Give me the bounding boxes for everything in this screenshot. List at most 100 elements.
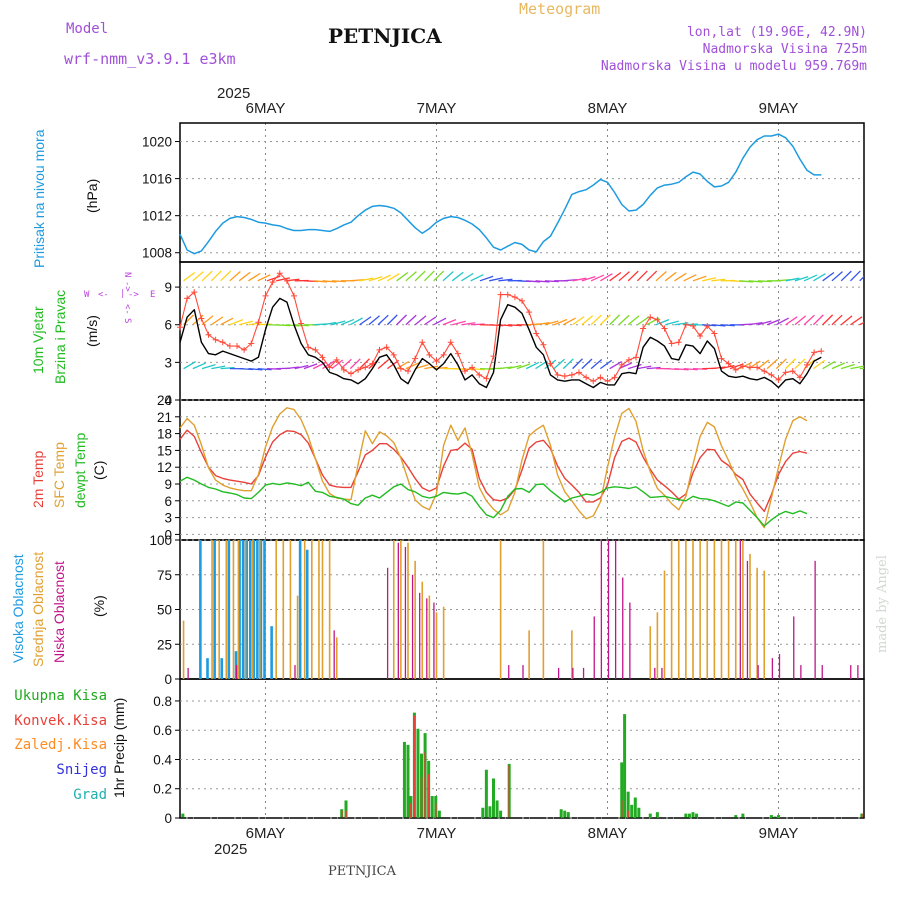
wind-arrow bbox=[683, 274, 697, 282]
wind-arrow bbox=[248, 272, 261, 282]
mid-cloud-bar bbox=[656, 612, 659, 679]
total-precip-bar bbox=[734, 815, 738, 818]
wind-arrow bbox=[692, 275, 707, 282]
wind-gust-marker bbox=[198, 315, 205, 322]
wind-arrow bbox=[674, 367, 689, 371]
mid-cloud-bar bbox=[311, 540, 313, 679]
day-label-top: 7MAY bbox=[417, 100, 457, 117]
y-tick-label: 1016 bbox=[142, 172, 172, 187]
mid-cloud-bar bbox=[692, 540, 694, 679]
wind-arrow bbox=[609, 314, 621, 326]
wind-arrow bbox=[739, 361, 753, 370]
wind-gust-marker bbox=[682, 321, 689, 328]
wind-arrow bbox=[711, 366, 726, 370]
low-cloud-bar bbox=[850, 665, 852, 679]
mid-cloud-bar bbox=[289, 540, 292, 679]
wind-gust-marker bbox=[611, 374, 618, 381]
total-precip-bar bbox=[648, 813, 652, 818]
compass-left-arrow: <- bbox=[98, 290, 109, 300]
conv-precip-bar bbox=[420, 777, 423, 818]
wind-gust-marker bbox=[476, 371, 483, 378]
wind-gust-marker bbox=[326, 364, 333, 371]
low-cloud-bar bbox=[235, 665, 238, 679]
model-altitude-label: Nadmorska Visina u modelu 959.769m bbox=[601, 59, 867, 74]
low-cloud-bar bbox=[411, 574, 414, 679]
wind-arrow bbox=[803, 274, 818, 282]
wind-arrow bbox=[257, 274, 271, 282]
total-precip-bar bbox=[488, 806, 492, 818]
high-cloud-bar bbox=[227, 540, 231, 679]
wind-arrow bbox=[553, 318, 568, 326]
y-tick-label: 1008 bbox=[142, 246, 172, 261]
wind-gust-marker bbox=[597, 374, 604, 381]
wind-arrow bbox=[562, 358, 574, 370]
y-tick-label: 12 bbox=[157, 460, 172, 475]
wind-arrow bbox=[627, 270, 639, 282]
wind-gust-marker bbox=[248, 340, 255, 347]
wind-arrow bbox=[618, 314, 630, 326]
panel-frame bbox=[179, 678, 865, 819]
wind-arrow bbox=[423, 270, 435, 282]
wind-arrow bbox=[201, 270, 213, 282]
mid-cloud-bar bbox=[259, 540, 261, 679]
wind-arrow bbox=[813, 359, 826, 370]
mid-cloud-bar bbox=[275, 540, 277, 679]
low-cloud-bar bbox=[746, 560, 749, 679]
y-tick-label: 9 bbox=[164, 280, 172, 295]
mid-cloud-bar bbox=[663, 570, 666, 679]
temp-axis-name: 2m Temp bbox=[30, 450, 46, 508]
wind-gust-marker bbox=[761, 368, 768, 375]
wind-axis-name2: Brzina i Pravac bbox=[52, 290, 68, 384]
wind-gust-marker bbox=[633, 354, 639, 361]
total-precip-bar bbox=[484, 769, 488, 818]
low-cloud-bar bbox=[508, 665, 510, 679]
wind-gust-marker bbox=[291, 292, 297, 299]
wind-arrow bbox=[238, 320, 253, 326]
wind-arrow bbox=[757, 280, 772, 283]
low-cloud-bar bbox=[187, 667, 189, 679]
total-precip-bar bbox=[633, 797, 637, 818]
wind-arrow bbox=[766, 318, 781, 326]
wind-arrow bbox=[396, 271, 409, 282]
total-precip-bar bbox=[416, 728, 420, 818]
meteogram-title: Meteogram bbox=[519, 0, 600, 18]
wind-arrow bbox=[636, 270, 648, 282]
wind-arrow bbox=[702, 277, 717, 282]
wind-gust-marker bbox=[412, 355, 419, 362]
wind-gust-marker bbox=[625, 356, 632, 363]
wind-arrow bbox=[803, 314, 815, 326]
wind-arrow bbox=[498, 366, 513, 370]
wind-gust-marker bbox=[590, 378, 597, 385]
wind-arrow bbox=[257, 367, 272, 371]
wind-arrow bbox=[210, 316, 224, 326]
wind-arrow bbox=[442, 319, 457, 326]
wind-gust-marker bbox=[718, 355, 725, 362]
cloud-axis-name: Visoka Oblacnost bbox=[10, 554, 26, 663]
wind-gust-marker bbox=[348, 370, 354, 377]
wind-arrow bbox=[220, 366, 235, 370]
precip-legend: Ukupna Kisa Konvek.Kisa Zaledj.Kisa Snij… bbox=[14, 688, 107, 803]
low-cloud-bar bbox=[814, 560, 816, 679]
high-cloud-bar bbox=[213, 540, 216, 679]
panel-frame bbox=[179, 122, 865, 263]
wind-arrow bbox=[387, 273, 400, 282]
low-cloud-bar bbox=[857, 665, 859, 679]
wind-gust-marker bbox=[397, 365, 404, 372]
wind-gust-marker bbox=[661, 325, 668, 332]
low-cloud-bar bbox=[333, 630, 335, 679]
mid-cloud-bar bbox=[400, 540, 402, 679]
wind-gust-marker bbox=[362, 364, 369, 371]
wind-gust-marker bbox=[654, 316, 661, 323]
wind-arrow bbox=[627, 315, 640, 326]
conv-precip-bar bbox=[508, 765, 510, 818]
y-tick-label: 24 bbox=[157, 393, 173, 408]
wind-arrow bbox=[831, 314, 843, 326]
mid-cloud-bar bbox=[727, 540, 730, 679]
wind-arrow bbox=[452, 320, 466, 326]
wind-arrow bbox=[590, 314, 602, 326]
credit-label: made by Angel bbox=[875, 555, 890, 653]
wind-arrow bbox=[572, 316, 585, 326]
wind-gust-marker bbox=[732, 366, 739, 373]
wind-arrow bbox=[794, 358, 806, 370]
low-cloud-bar bbox=[522, 665, 524, 679]
